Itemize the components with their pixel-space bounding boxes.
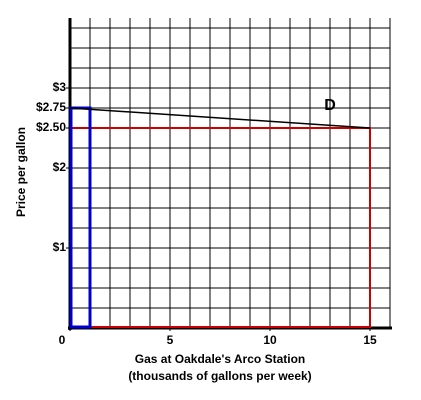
y-tick-label: $2 [53,160,67,174]
demand-line [69,107,371,129]
y-tick-label: $2.75 [36,100,66,114]
y-tick-label: $1 [53,240,67,254]
series-label: D [324,97,336,114]
y-tick-label: $3 [53,80,67,94]
x-tick-label: 15 [363,333,377,347]
x-axis-subtitle: (thousands of gallons per week) [128,369,311,383]
x-axis-title: Gas at Oakdale's Arco Station [135,352,305,366]
x-tick-label: 0 [59,333,66,347]
y-axis-title: Price per gallon [14,127,28,217]
y-tick-label: $2.50 [36,120,66,134]
area-rectangle [69,106,92,329]
x-tick-label: 10 [263,333,277,347]
x-tick-label: 5 [167,333,174,347]
